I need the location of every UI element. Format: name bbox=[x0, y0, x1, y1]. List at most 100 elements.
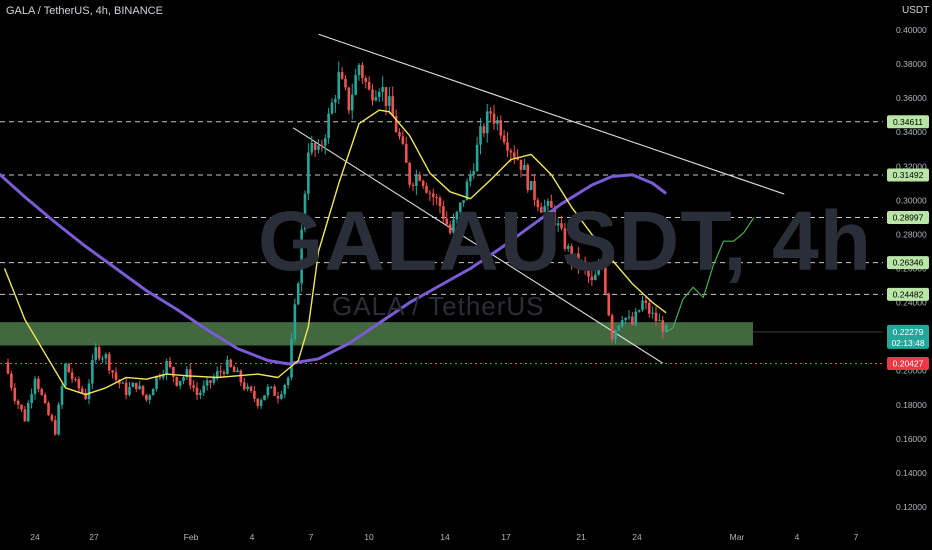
candle-body bbox=[401, 136, 405, 144]
candle-body bbox=[533, 181, 536, 201]
candle-body bbox=[627, 316, 631, 318]
candle-body bbox=[172, 366, 175, 377]
candle-body bbox=[33, 378, 37, 394]
candle-body bbox=[87, 383, 91, 400]
candle-body bbox=[435, 197, 438, 199]
candle-body bbox=[573, 253, 577, 263]
y-tick-label: 0.20000 bbox=[896, 366, 927, 376]
candle-body bbox=[600, 265, 604, 267]
candle-body bbox=[64, 363, 67, 387]
candle-body bbox=[394, 115, 398, 133]
candle-body bbox=[631, 316, 634, 325]
candle-body bbox=[246, 386, 249, 390]
candle-body bbox=[111, 370, 114, 373]
candle-body bbox=[485, 111, 489, 134]
level-price-badge bbox=[887, 115, 929, 129]
candle-body bbox=[114, 372, 118, 380]
candle-body bbox=[617, 325, 621, 331]
candle-body bbox=[610, 315, 614, 340]
candle-body bbox=[334, 99, 337, 103]
forecast-path[interactable] bbox=[665, 217, 755, 333]
candle-body bbox=[80, 388, 84, 393]
candle-body bbox=[74, 379, 77, 381]
x-tick-label: 4 bbox=[250, 532, 255, 542]
candle-body bbox=[128, 387, 131, 396]
candle-body bbox=[30, 393, 33, 403]
candle-body bbox=[151, 389, 155, 396]
y-tick-label: 0.12000 bbox=[896, 502, 927, 512]
candle-body bbox=[620, 320, 624, 326]
level-price-label: 0.34611 bbox=[893, 117, 923, 127]
level-price-label: 0.28997 bbox=[893, 212, 924, 222]
candle-body bbox=[293, 304, 297, 340]
candle-body bbox=[121, 382, 125, 384]
candle-body bbox=[472, 171, 476, 175]
y-tick-label: 0.38000 bbox=[896, 59, 927, 69]
candle-body bbox=[330, 102, 334, 114]
candle-body bbox=[391, 96, 395, 116]
candle-body bbox=[604, 265, 607, 294]
candle-body bbox=[381, 87, 384, 92]
y-tick-label: 0.30000 bbox=[896, 195, 927, 205]
candle-body bbox=[13, 387, 17, 401]
candle-body bbox=[553, 207, 557, 226]
candle-body bbox=[70, 372, 74, 380]
candle-body bbox=[337, 72, 341, 100]
candle-body bbox=[418, 174, 422, 181]
x-tick-label: 27 bbox=[89, 532, 99, 542]
candle-body bbox=[367, 81, 371, 90]
y-tick-label: 0.32000 bbox=[896, 161, 927, 171]
candle-body bbox=[205, 380, 209, 386]
candle-body bbox=[452, 219, 455, 233]
candle-body bbox=[563, 228, 567, 249]
candle-body bbox=[67, 363, 71, 373]
candle-body bbox=[286, 377, 290, 385]
candle-body bbox=[107, 354, 111, 371]
candle-body bbox=[296, 283, 300, 305]
lower-channel-trendline[interactable] bbox=[292, 127, 664, 364]
candle-body bbox=[469, 174, 472, 182]
candle-body bbox=[398, 132, 401, 137]
candle-body bbox=[566, 246, 570, 249]
candle-body bbox=[148, 395, 152, 400]
candle-body bbox=[155, 376, 158, 390]
candle-body bbox=[496, 120, 499, 124]
candle-body bbox=[448, 224, 452, 233]
candle-body bbox=[138, 385, 141, 390]
candle-body bbox=[263, 395, 266, 401]
y-tick-label: 0.16000 bbox=[896, 434, 927, 444]
candle-body bbox=[641, 300, 644, 311]
candle-body bbox=[560, 223, 563, 229]
x-tick-label: 4 bbox=[795, 532, 800, 542]
candle-body bbox=[445, 218, 449, 225]
candle-body bbox=[465, 181, 469, 201]
candle-body bbox=[256, 398, 260, 406]
candle-body bbox=[411, 184, 415, 186]
x-tick-label: 24 bbox=[632, 532, 642, 542]
candle-body bbox=[91, 359, 94, 384]
candle-body bbox=[462, 200, 465, 203]
candle-body bbox=[583, 261, 587, 269]
candle-body bbox=[658, 320, 661, 322]
candle-body bbox=[178, 380, 182, 386]
candle-body bbox=[77, 379, 81, 389]
candle-body bbox=[371, 89, 374, 101]
candle-body bbox=[607, 293, 611, 316]
x-tick-label: 17 bbox=[501, 532, 511, 542]
candle-body bbox=[124, 382, 128, 396]
candle-body bbox=[357, 64, 361, 76]
candle-body bbox=[104, 354, 108, 359]
candle-body bbox=[327, 113, 330, 139]
candle-body bbox=[43, 394, 47, 404]
candle-body bbox=[350, 94, 354, 111]
candle-body bbox=[40, 389, 44, 395]
current-price-label: 0.22279 bbox=[893, 327, 924, 337]
candle-body bbox=[644, 300, 648, 304]
upper-channel-trendline[interactable] bbox=[318, 33, 785, 195]
candle-body bbox=[249, 386, 253, 391]
candle-body bbox=[188, 369, 192, 386]
candle-body bbox=[344, 78, 347, 88]
candle-body bbox=[550, 200, 553, 208]
current-price-badge bbox=[887, 324, 929, 349]
